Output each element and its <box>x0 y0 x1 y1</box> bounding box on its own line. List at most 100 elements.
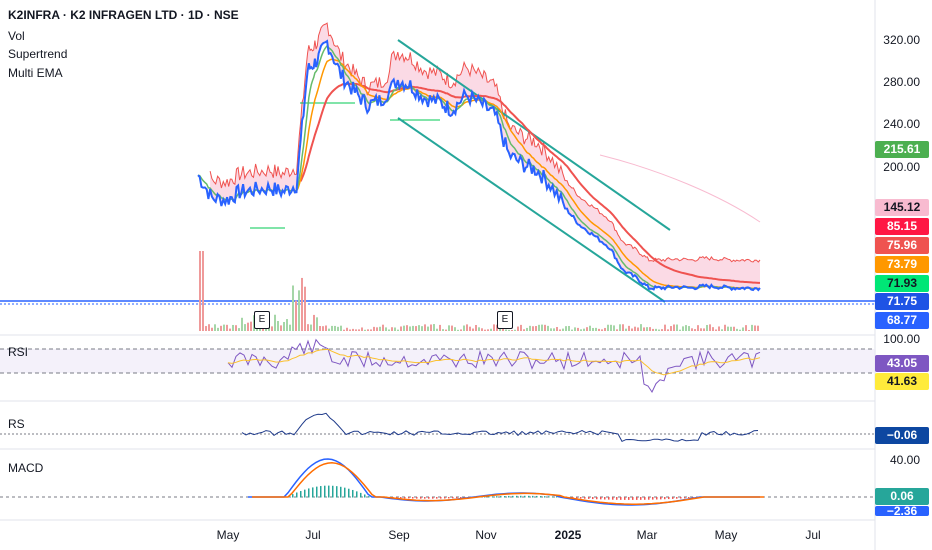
volume-bar <box>637 327 639 331</box>
rs-value-badge: −0.06 <box>875 427 929 444</box>
earnings-marker-2[interactable]: E <box>497 311 513 329</box>
macd-hist-bar <box>324 485 326 498</box>
volume-bar <box>421 326 423 331</box>
macd-label[interactable]: MACD <box>8 461 44 475</box>
volume-bar <box>595 327 597 331</box>
indicator-vol-label[interactable]: Vol <box>8 29 25 43</box>
volume-bar <box>736 328 738 331</box>
macd-hist-bar <box>528 495 530 498</box>
indicator-supertrend-label[interactable]: Supertrend <box>8 47 68 61</box>
volume-bar <box>355 329 357 331</box>
volume-bar <box>283 322 285 331</box>
volume-bar <box>544 324 546 331</box>
macd-hist-bar <box>360 492 362 498</box>
volume-bar <box>325 325 327 331</box>
macd-hist-bar <box>300 490 302 498</box>
volume-bar <box>277 321 279 331</box>
volume-bar <box>349 329 351 331</box>
volume-bar <box>634 326 636 331</box>
volume-bar <box>454 327 456 331</box>
volume-bar <box>562 328 564 331</box>
macd-hist-bar <box>340 486 342 498</box>
macd-hist-bar <box>308 488 310 498</box>
volume-bar <box>400 326 402 331</box>
price-badge-75: 75.96 <box>875 237 929 254</box>
volume-bar <box>511 329 513 331</box>
macd-hist-bar <box>512 495 514 498</box>
rsi-line <box>227 338 761 394</box>
volume-bar <box>574 327 576 331</box>
volume-bar <box>613 325 615 331</box>
ema-red-line <box>299 82 760 284</box>
rs-label[interactable]: RS <box>8 417 25 431</box>
volume-bar <box>319 326 321 331</box>
macd-hist-bar <box>488 496 490 498</box>
volume-bar <box>748 329 750 331</box>
macd-axis-top: 40.00 <box>889 453 920 467</box>
volume-bar <box>460 329 462 331</box>
volume-bar <box>220 325 222 331</box>
volume-bar <box>481 328 483 331</box>
volume-bar <box>592 327 594 331</box>
volume-bar <box>238 328 240 331</box>
volume-bar <box>679 329 681 331</box>
rsi-label[interactable]: RSI <box>8 345 29 359</box>
volume-bar <box>625 328 627 331</box>
volume-bar <box>466 324 468 331</box>
macd-hist-bar <box>396 497 398 499</box>
volume-bar <box>631 328 633 331</box>
volume-bar <box>331 325 333 331</box>
volume-bar <box>469 326 471 331</box>
volume-bar <box>604 327 606 331</box>
volume-bar <box>508 329 510 331</box>
x-tick-nov: Nov <box>475 528 497 542</box>
macd-hist-bar <box>320 486 322 498</box>
volume-bar <box>208 324 210 331</box>
volume-bar <box>313 314 315 331</box>
macd-hist-bar <box>652 497 654 500</box>
x-tick-mar: Mar <box>636 528 658 542</box>
macd-hist-bar <box>504 495 506 498</box>
volume-bar <box>310 324 312 331</box>
price-line <box>197 39 761 292</box>
macd-hist-bar <box>620 497 622 500</box>
supertrend-fill <box>210 23 761 290</box>
volume-bar <box>529 325 531 331</box>
macd-hist-bar <box>524 495 526 498</box>
volume-bar <box>538 324 540 331</box>
volume-bar <box>709 324 711 331</box>
supertrend-up-line <box>250 102 440 229</box>
macd-hist-bar <box>640 497 642 500</box>
channel-lower-line <box>397 117 666 303</box>
volume-bar <box>307 324 309 331</box>
volume-bar <box>436 328 438 331</box>
price-badge-73: 73.79 <box>875 256 929 273</box>
volume-bar <box>370 329 372 331</box>
price-tick-280: 280.00 <box>883 75 920 89</box>
volume-bar <box>598 328 600 331</box>
macd-value-badge: 0.06 <box>875 488 929 505</box>
indicator-multi-ema-label[interactable]: Multi EMA <box>8 66 63 80</box>
macd-hist-bar <box>484 496 486 498</box>
macd-hist-bar <box>296 492 298 498</box>
macd-hist-bar <box>544 496 546 498</box>
volume-bar <box>706 324 708 331</box>
volume-bar <box>463 325 465 331</box>
volume-bar <box>523 329 525 331</box>
macd-hist-bar <box>596 497 598 500</box>
volume-bar <box>535 326 537 331</box>
volume-bar <box>274 314 276 331</box>
macd-hist-bar <box>576 497 578 499</box>
macd-hist-bar <box>440 497 442 499</box>
volume-bar <box>346 327 348 331</box>
macd-hist-bar <box>316 486 318 498</box>
volume-bar <box>745 325 747 331</box>
volume-bar <box>505 329 507 331</box>
earnings-marker-1[interactable]: E <box>254 311 270 329</box>
macd-hist-bar <box>608 497 610 500</box>
volume-bar <box>688 326 690 331</box>
volume-bar <box>715 329 717 331</box>
macd-hist-bar <box>644 497 646 500</box>
volume-bar <box>364 329 366 331</box>
